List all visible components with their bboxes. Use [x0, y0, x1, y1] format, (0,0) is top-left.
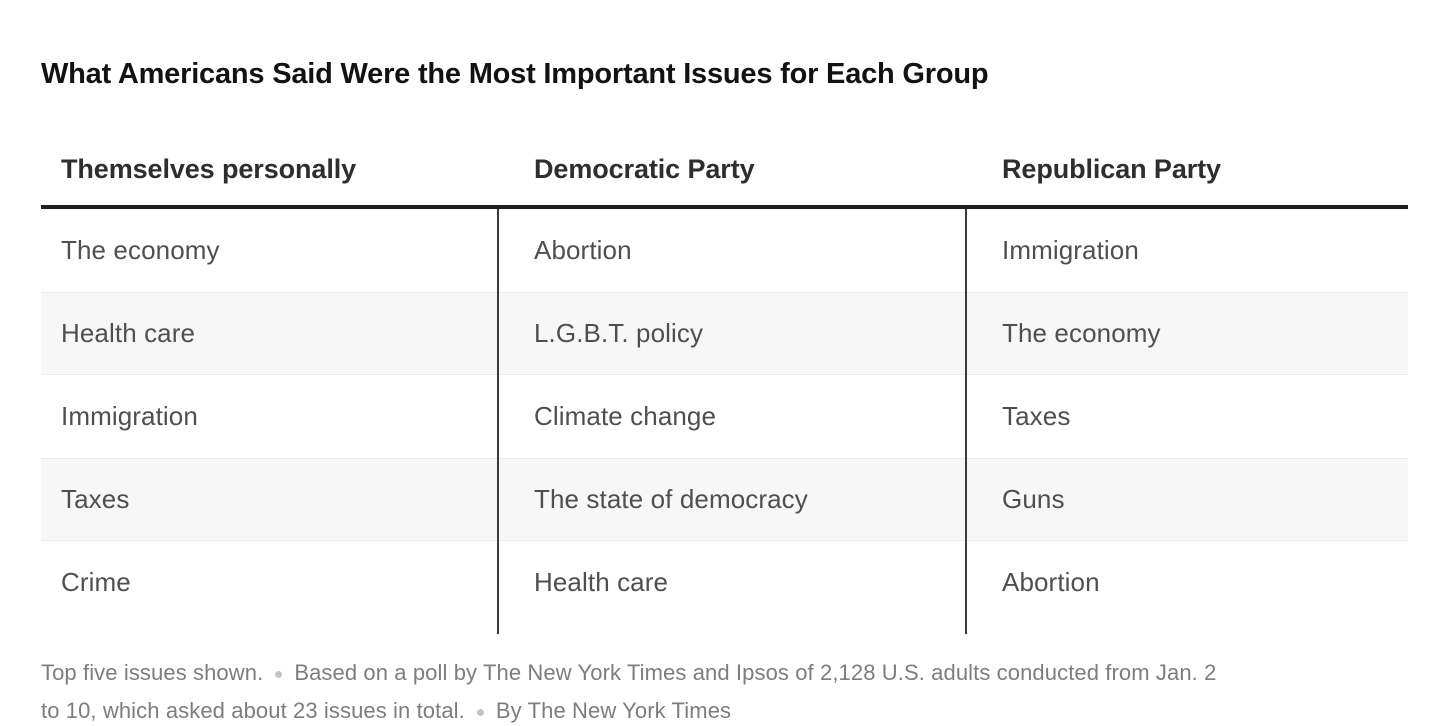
cell-democratic-2: L.G.B.T. policy [534, 318, 704, 348]
note-poll-methodology-continued: to 10, which asked about 23 issues in to… [41, 698, 465, 723]
source-note: Top five issues shown. Based on a poll by… [41, 654, 1421, 726]
cell-republican-5: Abortion [1002, 567, 1100, 597]
cell-personal-3: Immigration [61, 401, 198, 431]
table-row-1: The economy Abortion Immigration [41, 209, 1408, 292]
cell-republican-4: Guns [1002, 484, 1065, 514]
column-header-republican-party: Republican Party [1002, 154, 1221, 184]
table-row-3: Immigration Climate change Taxes [41, 375, 1408, 458]
column-divider-2 [965, 209, 967, 634]
issues-table: Themselves personally Democratic Party R… [41, 140, 1408, 634]
column-header-democratic-party: Democratic Party [534, 154, 755, 184]
cell-democratic-5: Health care [534, 567, 669, 597]
cell-republican-3: Taxes [1002, 401, 1071, 431]
table-row-4: Taxes The state of democracy Guns [41, 458, 1408, 541]
source-note-line-2: to 10, which asked about 23 issues in to… [41, 692, 1421, 726]
column-divider-1 [497, 209, 499, 634]
table-body: The economy Abortion Immigration Health … [41, 209, 1408, 634]
cell-personal-5: Crime [61, 567, 131, 597]
header-rule [41, 205, 1408, 209]
cell-democratic-3: Climate change [534, 401, 717, 431]
byline: By The New York Times [495, 698, 732, 723]
bullet-separator-icon [476, 709, 484, 716]
table-header-row: Themselves personally Democratic Party R… [41, 140, 1408, 205]
column-header-themselves-personally: Themselves personally [61, 154, 357, 184]
cell-republican-2: The economy [1002, 318, 1161, 348]
source-note-line-1: Top five issues shown. Based on a poll by… [41, 654, 1421, 692]
cell-personal-4: Taxes [61, 484, 130, 514]
table-row-5: Crime Health care Abortion [41, 541, 1408, 624]
note-top-five: Top five issues shown. [41, 660, 264, 685]
chart-title: What Americans Said Were the Most Import… [41, 58, 989, 90]
cell-democratic-4: The state of democracy [534, 484, 808, 514]
cell-personal-2: Health care [61, 318, 196, 348]
cell-personal-1: The economy [61, 235, 220, 265]
cell-republican-1: Immigration [1002, 235, 1139, 265]
note-poll-methodology: Based on a poll by The New York Times an… [294, 660, 1217, 685]
table-row-2: Health care L.G.B.T. policy The economy [41, 292, 1408, 375]
bullet-separator-icon [275, 671, 283, 678]
cell-democratic-1: Abortion [534, 235, 632, 265]
